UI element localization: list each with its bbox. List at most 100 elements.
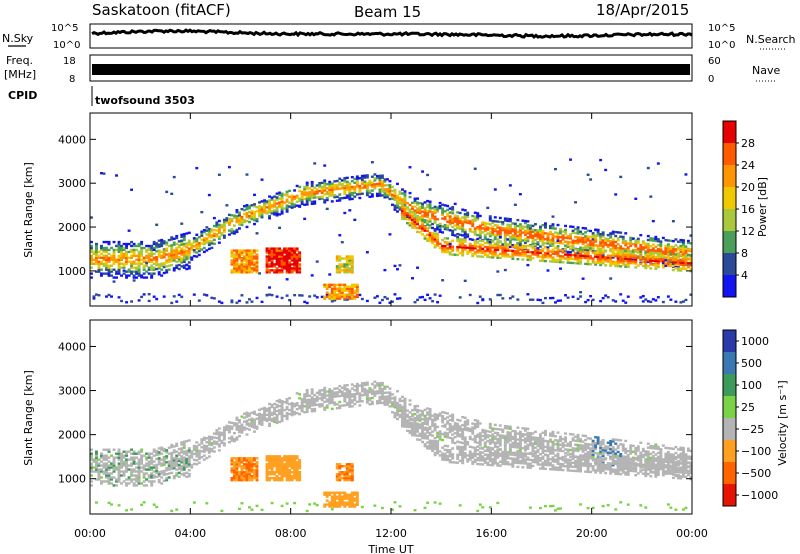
power-cell [110, 274, 113, 277]
velocity-cell [195, 455, 199, 458]
power-cell [533, 232, 537, 236]
power-cell [255, 232, 259, 235]
velocity-cell [310, 398, 314, 401]
power-cell [210, 296, 214, 300]
velocity-cell [343, 398, 347, 401]
velocity-cell [125, 470, 129, 473]
velocity-cell [235, 416, 239, 419]
power-cell [380, 190, 384, 193]
velocity-cell [210, 449, 214, 453]
power-cell [516, 244, 520, 247]
power-cell [416, 222, 419, 226]
power-cell [268, 251, 271, 254]
power-cell [280, 251, 284, 254]
velocity-cell [418, 423, 422, 426]
velocity-cell [353, 394, 357, 398]
velocity-cell [481, 457, 485, 460]
velocity-cell [320, 402, 324, 406]
power-cell [192, 254, 196, 258]
power-cell [90, 262, 93, 265]
velocity-cell [426, 445, 430, 448]
power-cell [401, 200, 404, 203]
power-cell [187, 257, 191, 260]
power-cell [268, 271, 271, 274]
velocity-cell [185, 475, 189, 479]
velocity-cell [436, 452, 440, 455]
velocity-cell [180, 459, 184, 462]
velocity-cell [205, 448, 209, 452]
power-cell [443, 227, 447, 231]
power-cell [117, 260, 121, 263]
power-cell [541, 229, 545, 233]
power-cell [275, 261, 279, 264]
velocity-cell [245, 421, 249, 424]
velocity-cell [237, 428, 241, 432]
power-cell [616, 264, 620, 268]
power-cell [105, 266, 108, 269]
power-cell [609, 256, 613, 259]
velocity-cell [150, 476, 154, 479]
power-cell [433, 236, 437, 239]
power-cell [574, 241, 578, 245]
power-cell [298, 267, 302, 270]
power-cell [273, 211, 277, 214]
velocity-cell [290, 409, 294, 413]
power-cell [546, 238, 550, 241]
power-cell [498, 246, 502, 250]
power-cell [601, 247, 605, 250]
power-cell [513, 203, 517, 206]
velocity-cell [187, 451, 191, 454]
velocity-cell [468, 445, 472, 448]
velocity-cell [433, 439, 437, 443]
power-cell [345, 182, 349, 185]
power-cell [614, 244, 618, 248]
velocity-cell [398, 405, 402, 409]
velocity-cell [117, 458, 121, 461]
power-cell [441, 207, 445, 210]
power-cell [421, 223, 425, 226]
power-cell [669, 258, 673, 262]
power-cell [408, 214, 412, 217]
power-cell [506, 233, 510, 236]
power-cell [305, 301, 309, 305]
power-cell [270, 261, 274, 264]
power-cell [130, 270, 134, 273]
power-cell [528, 245, 532, 248]
velocity-cell [202, 436, 206, 439]
power-cell [669, 252, 673, 256]
power-cell [245, 301, 249, 304]
velocity-cell [185, 453, 189, 457]
velocity-cell [428, 445, 432, 448]
power-cell [273, 209, 277, 212]
power-cell [396, 202, 399, 205]
velocity-cell [97, 462, 101, 465]
velocity-cell [328, 396, 332, 399]
power-cell [686, 265, 690, 269]
power-cell [513, 232, 517, 235]
power-cell [463, 240, 467, 243]
power-cell [396, 194, 399, 197]
velocity-cell [217, 449, 221, 452]
velocity-cell [212, 450, 216, 453]
power-cell [589, 229, 593, 233]
power-cell [654, 257, 658, 261]
power-cell [107, 256, 111, 260]
power-cell [130, 264, 134, 267]
power-cell [335, 293, 339, 296]
power-cell [155, 242, 159, 245]
power-cell [526, 258, 530, 262]
power-cell [273, 249, 277, 252]
velocity-cell [428, 411, 432, 415]
velocity-cell [313, 399, 317, 403]
velocity-cell [100, 482, 103, 485]
power-cell [481, 239, 485, 243]
velocity-cell [330, 389, 334, 393]
power-cell [486, 242, 490, 245]
power-cell [523, 241, 527, 244]
power-cell [438, 242, 442, 245]
velocity-cell [197, 453, 201, 456]
power-cell [350, 191, 354, 195]
power-cell [248, 265, 251, 268]
velocity-cell [378, 399, 382, 403]
power-cell [137, 272, 141, 275]
